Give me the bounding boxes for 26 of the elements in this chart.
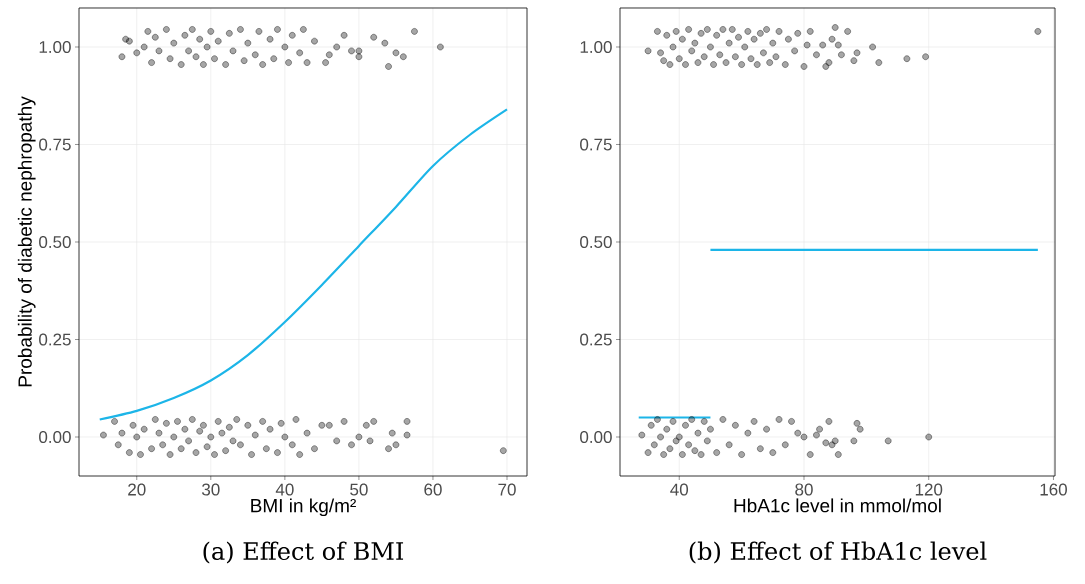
y-tick-label: 0.50 <box>580 235 612 249</box>
x-axis-title: BMI in kg/m² <box>251 498 356 517</box>
x-tick-label: 120 <box>915 483 943 496</box>
x-tick-label: 40 <box>670 483 689 496</box>
y-tick-label: 0.00 <box>39 430 71 444</box>
x-tick-label: 40 <box>275 483 294 496</box>
text: (b) Effect of HbA1c level <box>689 541 987 564</box>
y-tick-label: 1.00 <box>580 40 612 54</box>
y-tick-label: 0.00 <box>580 430 612 444</box>
y-tick-label: 0.75 <box>580 138 612 151</box>
y-tick-label: 0.25 <box>580 333 612 346</box>
x-tick-label: 20 <box>128 483 146 496</box>
y-tick-label: 0.25 <box>39 333 71 346</box>
y-tick-label: 1.00 <box>39 40 71 54</box>
x-axis-title: HbA1c level in mmol/mol <box>734 498 941 513</box>
x-tick-label: 50 <box>350 483 368 496</box>
y-axis-title: Probability of diabetic nephropathy <box>17 96 36 387</box>
x-tick-label: 80 <box>795 483 813 496</box>
line-series <box>98 108 509 421</box>
x-tick-label: 70 <box>498 483 516 496</box>
text: (a) Effect of BMI <box>203 541 404 564</box>
x-tick-label: 60 <box>424 483 442 496</box>
y-tick-label: 0.50 <box>39 235 71 249</box>
x-tick-label: 30 <box>202 483 220 496</box>
x-tick-label: 160 <box>1040 483 1067 496</box>
y-tick-label: 0.75 <box>39 138 71 151</box>
